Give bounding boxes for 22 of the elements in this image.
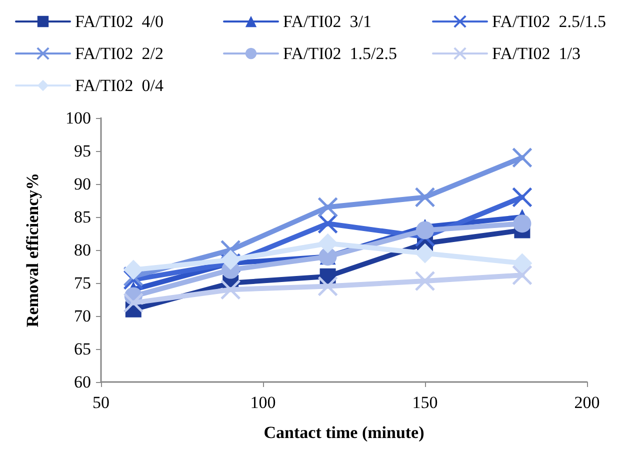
y-tick-label: 85 [74,208,91,226]
x-tick-label: 150 [412,393,438,412]
legend-label: FA/TI02 2/2 [75,44,164,63]
y-tick-label: 65 [74,340,91,358]
y-tick-label: 60 [74,372,91,392]
y-axis-title: Removal efficiency% [23,172,42,328]
y-tick-label: 75 [74,274,91,292]
x-tick-label: 50 [92,393,110,412]
legend-label: FA/TI02 1/3 [492,44,580,63]
legend-label: FA/TI02 2.5/1.5 [492,12,606,31]
legend-label: FA/TI02 0/4 [75,76,164,95]
legend-label: FA/TI02 4/0 [75,12,164,31]
legend-label: FA/TI02 1.5/2.5 [283,44,397,63]
x-tick-label: 100 [250,393,276,412]
y-tick-label: 80 [74,240,91,260]
x-tick-label: 200 [574,393,600,412]
y-tick-label: 95 [74,142,91,160]
x-axis-title: Cantact time (minute) [264,423,424,442]
legend-label: FA/TI02 3/1 [283,12,372,31]
y-tick-label: 70 [74,306,91,326]
y-tick-label: 90 [74,174,91,194]
y-tick-label: 100 [66,108,91,128]
